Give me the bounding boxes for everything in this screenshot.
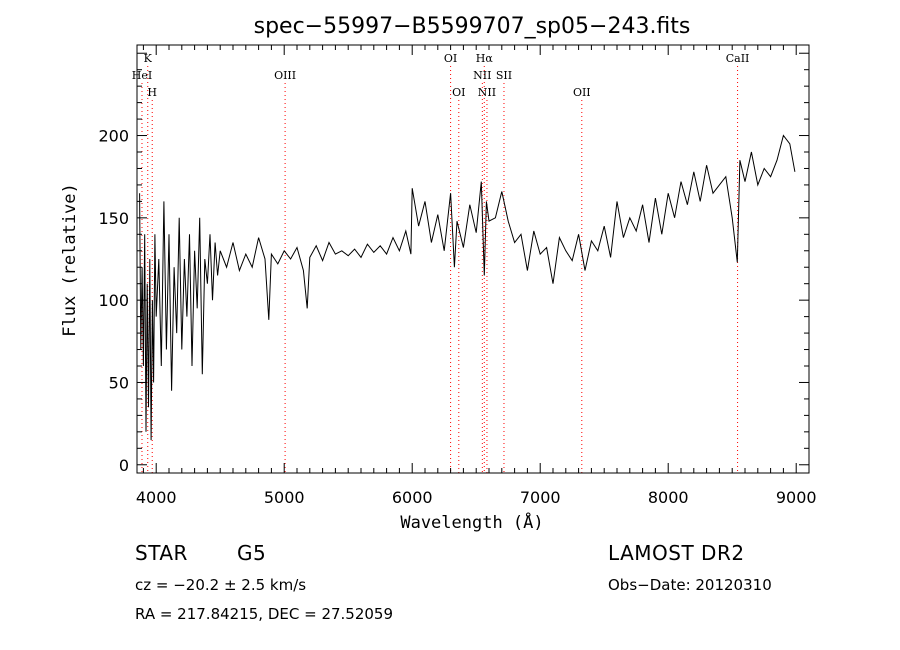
x-tick-label: 6000 — [392, 488, 433, 507]
plot-frame — [136, 44, 810, 474]
x-tick-label: 7000 — [520, 488, 561, 507]
spectrum-series — [139, 134, 796, 441]
line-marker-label: OI — [452, 86, 465, 99]
line-marker-label: CaII — [726, 52, 750, 65]
redshift-text: cz = −20.2 ± 2.5 km/s — [135, 576, 307, 594]
spectral-subclass: G5 — [237, 541, 267, 565]
line-marker-label: NII — [478, 86, 496, 99]
y-tick-label: 200 — [98, 127, 129, 146]
y-axis: 0 50 100 150 200 — [98, 52, 809, 475]
line-marker-label: OIII — [274, 69, 296, 82]
y-tick-label: 100 — [98, 291, 129, 310]
y-tick-label: 150 — [98, 209, 129, 228]
spectrum-chart: spec−55997−B5599707_sp05−243.fits K HeI H O… — [60, 14, 817, 533]
chart-title: spec−55997−B5599707_sp05−243.fits — [254, 14, 691, 39]
line-marker-label: OII — [573, 86, 591, 99]
x-axis: 4000 5000 6000 7000 8000 9000 — [136, 45, 817, 507]
line-marker-label: HeI — [132, 69, 152, 82]
line-marker-label: SII — [496, 69, 512, 82]
x-tick-label: 4000 — [136, 488, 177, 507]
y-axis-label: Flux (relative) — [60, 183, 80, 337]
object-class: STAR — [135, 541, 188, 565]
line-marker-label: H — [147, 86, 157, 99]
coordinates-text: RA = 217.84215, DEC = 27.52059 — [135, 605, 394, 623]
line-marker-label: NII — [473, 69, 491, 82]
y-tick-label: 50 — [109, 373, 129, 392]
x-tick-label: 5000 — [264, 488, 305, 507]
obs-date-text: Obs−Date: 20120310 — [608, 576, 772, 594]
line-marker-label: K — [144, 52, 153, 65]
line-marker-label: Hα — [476, 52, 494, 65]
x-tick-label: 9000 — [776, 488, 817, 507]
line-marker-label: OI — [444, 52, 457, 65]
x-tick-label: 8000 — [648, 488, 689, 507]
x-axis-label: Wavelength (Å) — [400, 511, 543, 533]
y-tick-label: 0 — [119, 456, 129, 475]
survey-name: LAMOST DR2 — [608, 541, 745, 565]
spectrum-line — [139, 134, 796, 441]
